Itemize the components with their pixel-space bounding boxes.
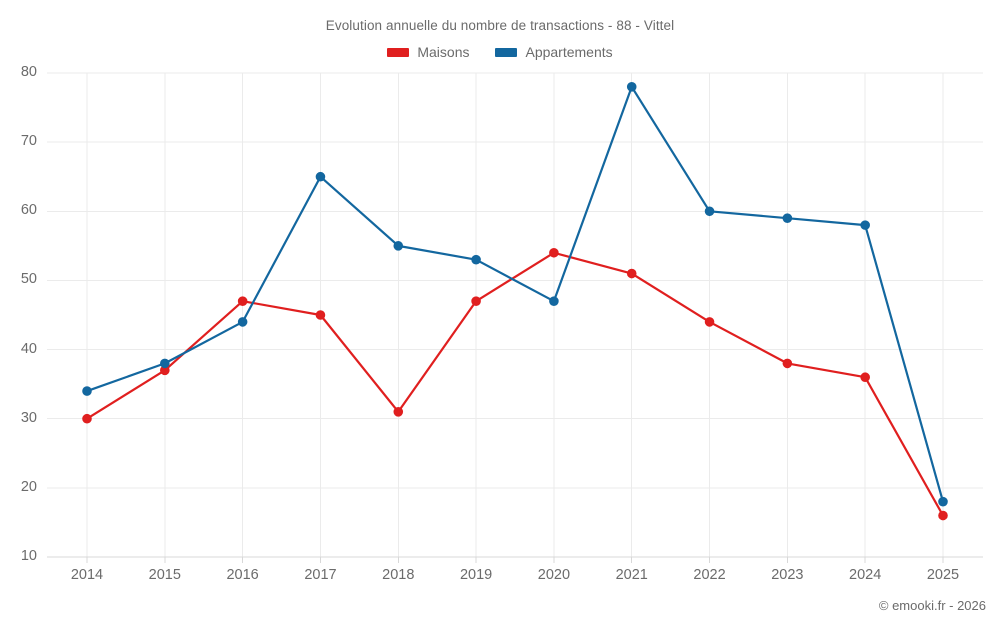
data-point-marker[interactable] [82, 386, 92, 396]
data-point-marker[interactable] [315, 171, 326, 182]
series-line-maisons [85, 251, 945, 517]
data-point-marker[interactable] [471, 254, 481, 265]
data-point-marker[interactable] [82, 413, 92, 424]
data-point-marker[interactable] [160, 358, 170, 369]
series-line-appartements [85, 85, 945, 503]
x-axis-tick-label: 2015 [148, 567, 181, 583]
data-point-marker[interactable] [938, 496, 948, 507]
x-axis-tick-label: 2014 [70, 567, 104, 583]
axis-layer [47, 556, 983, 563]
x-axis-tick-label: 2019 [459, 567, 493, 583]
x-axis-tick-label: 2024 [849, 567, 882, 583]
x-axis-tick-label: 2023 [771, 567, 804, 583]
data-point-marker[interactable] [782, 213, 793, 223]
x-axis-tick-label: 2020 [537, 567, 571, 583]
x-axis-tick-label: 2022 [693, 567, 726, 583]
x-axis-tick-label: 2016 [226, 567, 259, 583]
legend-item-maisons[interactable]: Maisons [387, 44, 469, 60]
y-axis-tick-label: 10 [20, 548, 37, 564]
chart-title: Evolution annuelle du nombre de transact… [325, 18, 675, 33]
y-axis-tick-label: 80 [20, 64, 37, 80]
legend-label-appartements: Appartements [525, 44, 613, 60]
legend-label-maisons: Maisons [417, 44, 470, 60]
y-axis-tick-label: 60 [20, 202, 37, 219]
data-point-marker[interactable] [315, 310, 326, 320]
x-axis-tick-label: 2017 [304, 567, 337, 583]
y-axis-tick-label: 50 [20, 271, 37, 288]
grid-layer [47, 72, 983, 558]
legend-swatch-maisons [387, 47, 410, 57]
y-axis-tick-label: 40 [20, 340, 37, 357]
data-point-marker[interactable] [237, 317, 248, 327]
data-point-marker[interactable] [393, 407, 404, 417]
data-point-marker[interactable] [704, 206, 715, 217]
data-point-marker[interactable] [860, 220, 870, 230]
chart-legend: Maisons Appartements [0, 44, 1000, 60]
x-axis-tick-label: 2021 [615, 567, 648, 583]
data-point-marker[interactable] [626, 268, 637, 279]
data-point-marker[interactable] [237, 296, 248, 306]
y-axis-tick-label: 30 [20, 409, 37, 426]
x-axis-tick-label: 2025 [926, 567, 960, 583]
y-axis-tick-label: 20 [20, 478, 37, 495]
data-point-marker[interactable] [938, 510, 948, 521]
data-point-marker[interactable] [393, 241, 404, 251]
data-point-marker[interactable] [471, 296, 481, 306]
data-point-marker[interactable] [860, 372, 870, 383]
copyright-credit: © emooki.fr - 2026 [878, 598, 986, 613]
data-point-marker[interactable] [782, 358, 793, 369]
x-axis-tick-label: 2018 [382, 567, 415, 583]
series-layer [82, 82, 948, 521]
legend-item-appartements[interactable]: Appartements [495, 44, 613, 60]
data-point-marker[interactable] [626, 82, 637, 92]
data-point-marker[interactable] [704, 317, 715, 327]
data-point-marker[interactable] [549, 247, 559, 258]
legend-swatch-appartements [495, 47, 518, 57]
y-axis-tick-label: 70 [20, 133, 37, 150]
data-point-marker[interactable] [549, 296, 559, 306]
